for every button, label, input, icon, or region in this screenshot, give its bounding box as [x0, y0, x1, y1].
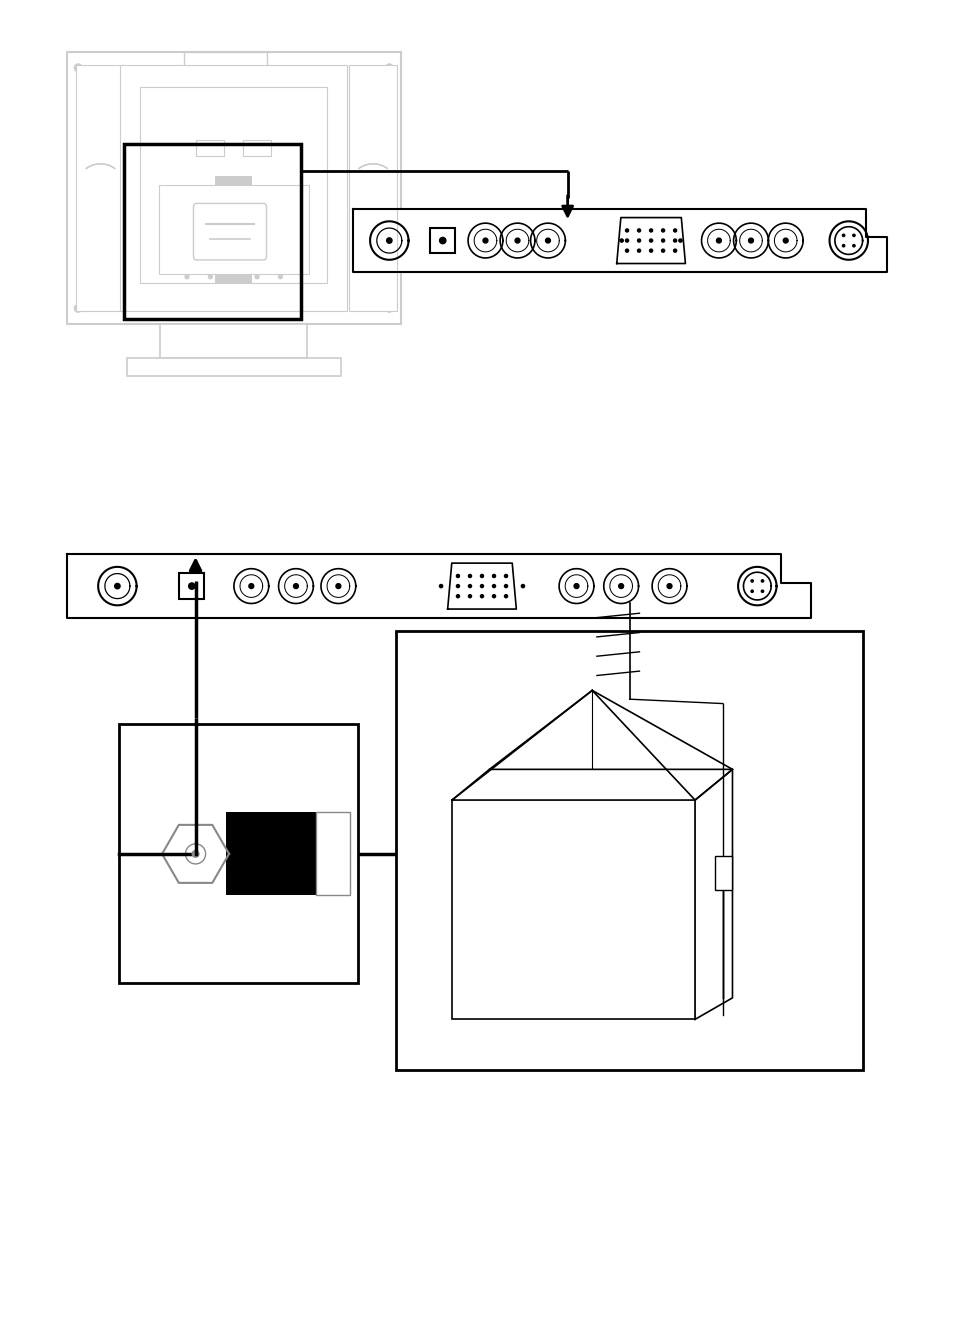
Ellipse shape [660, 229, 664, 233]
Ellipse shape [852, 234, 854, 237]
Polygon shape [695, 769, 732, 1019]
Polygon shape [67, 554, 810, 618]
Ellipse shape [209, 275, 212, 279]
Ellipse shape [74, 64, 82, 72]
Bar [316, 812, 350, 896]
Ellipse shape [637, 229, 640, 233]
Ellipse shape [456, 585, 459, 587]
Ellipse shape [439, 238, 445, 243]
Ellipse shape [504, 574, 507, 578]
Ellipse shape [468, 594, 471, 598]
Polygon shape [452, 769, 732, 800]
Ellipse shape [520, 585, 524, 587]
Ellipse shape [468, 574, 471, 578]
Ellipse shape [114, 583, 120, 589]
Bar [214, 175, 253, 283]
Bar [124, 145, 300, 319]
Ellipse shape [625, 229, 628, 233]
Ellipse shape [625, 249, 628, 253]
Ellipse shape [468, 585, 471, 587]
Ellipse shape [492, 594, 495, 598]
Bar [395, 631, 862, 1070]
Ellipse shape [637, 249, 640, 253]
Bar [120, 65, 347, 311]
Ellipse shape [192, 851, 199, 857]
Ellipse shape [385, 64, 393, 72]
Ellipse shape [649, 239, 652, 242]
Ellipse shape [515, 238, 519, 243]
Ellipse shape [232, 275, 235, 279]
Ellipse shape [335, 583, 340, 589]
Ellipse shape [385, 304, 393, 312]
Bar [349, 65, 396, 311]
Ellipse shape [480, 594, 483, 598]
Ellipse shape [482, 238, 487, 243]
Ellipse shape [492, 585, 495, 587]
Ellipse shape [480, 585, 483, 587]
Ellipse shape [679, 239, 681, 242]
Ellipse shape [545, 238, 550, 243]
FancyBboxPatch shape [193, 203, 266, 260]
Ellipse shape [673, 249, 676, 253]
Ellipse shape [492, 574, 495, 578]
Ellipse shape [439, 585, 442, 587]
Bar [159, 185, 308, 274]
Ellipse shape [673, 229, 676, 233]
Ellipse shape [666, 583, 671, 589]
Ellipse shape [841, 245, 843, 247]
Ellipse shape [185, 275, 189, 279]
Ellipse shape [185, 844, 206, 864]
Ellipse shape [278, 275, 282, 279]
Ellipse shape [760, 590, 762, 593]
Ellipse shape [456, 594, 459, 598]
Ellipse shape [852, 245, 854, 247]
Ellipse shape [480, 574, 483, 578]
Bar [452, 800, 695, 1019]
Ellipse shape [294, 583, 298, 589]
Polygon shape [616, 218, 684, 263]
Bar [160, 324, 307, 358]
Ellipse shape [649, 249, 652, 253]
Ellipse shape [619, 239, 622, 242]
Ellipse shape [386, 238, 392, 243]
Polygon shape [162, 825, 229, 882]
Ellipse shape [504, 585, 507, 587]
Bar [226, 812, 316, 896]
Ellipse shape [660, 249, 664, 253]
Polygon shape [353, 209, 886, 272]
Bar [430, 229, 455, 253]
Bar [179, 574, 204, 598]
Ellipse shape [618, 583, 623, 589]
Polygon shape [452, 691, 592, 800]
Bar [127, 358, 340, 376]
Ellipse shape [625, 239, 628, 242]
Ellipse shape [748, 238, 753, 243]
Bar [67, 52, 400, 324]
Bar [140, 88, 327, 283]
Bar [715, 856, 732, 889]
Ellipse shape [574, 583, 578, 589]
Ellipse shape [760, 579, 762, 582]
Ellipse shape [249, 583, 253, 589]
Ellipse shape [649, 229, 652, 233]
Ellipse shape [637, 239, 640, 242]
Ellipse shape [841, 234, 843, 237]
Ellipse shape [456, 574, 459, 578]
Ellipse shape [750, 590, 753, 593]
Ellipse shape [504, 594, 507, 598]
Bar [76, 65, 125, 311]
Ellipse shape [673, 239, 676, 242]
Ellipse shape [782, 238, 787, 243]
Ellipse shape [189, 583, 194, 589]
Bar [183, 52, 267, 80]
Ellipse shape [716, 238, 720, 243]
Bar [243, 141, 271, 155]
Ellipse shape [660, 239, 664, 242]
Bar [196, 141, 224, 155]
Ellipse shape [255, 275, 259, 279]
Polygon shape [447, 563, 516, 609]
Ellipse shape [750, 579, 753, 582]
Bar [119, 724, 357, 983]
Ellipse shape [74, 304, 82, 312]
